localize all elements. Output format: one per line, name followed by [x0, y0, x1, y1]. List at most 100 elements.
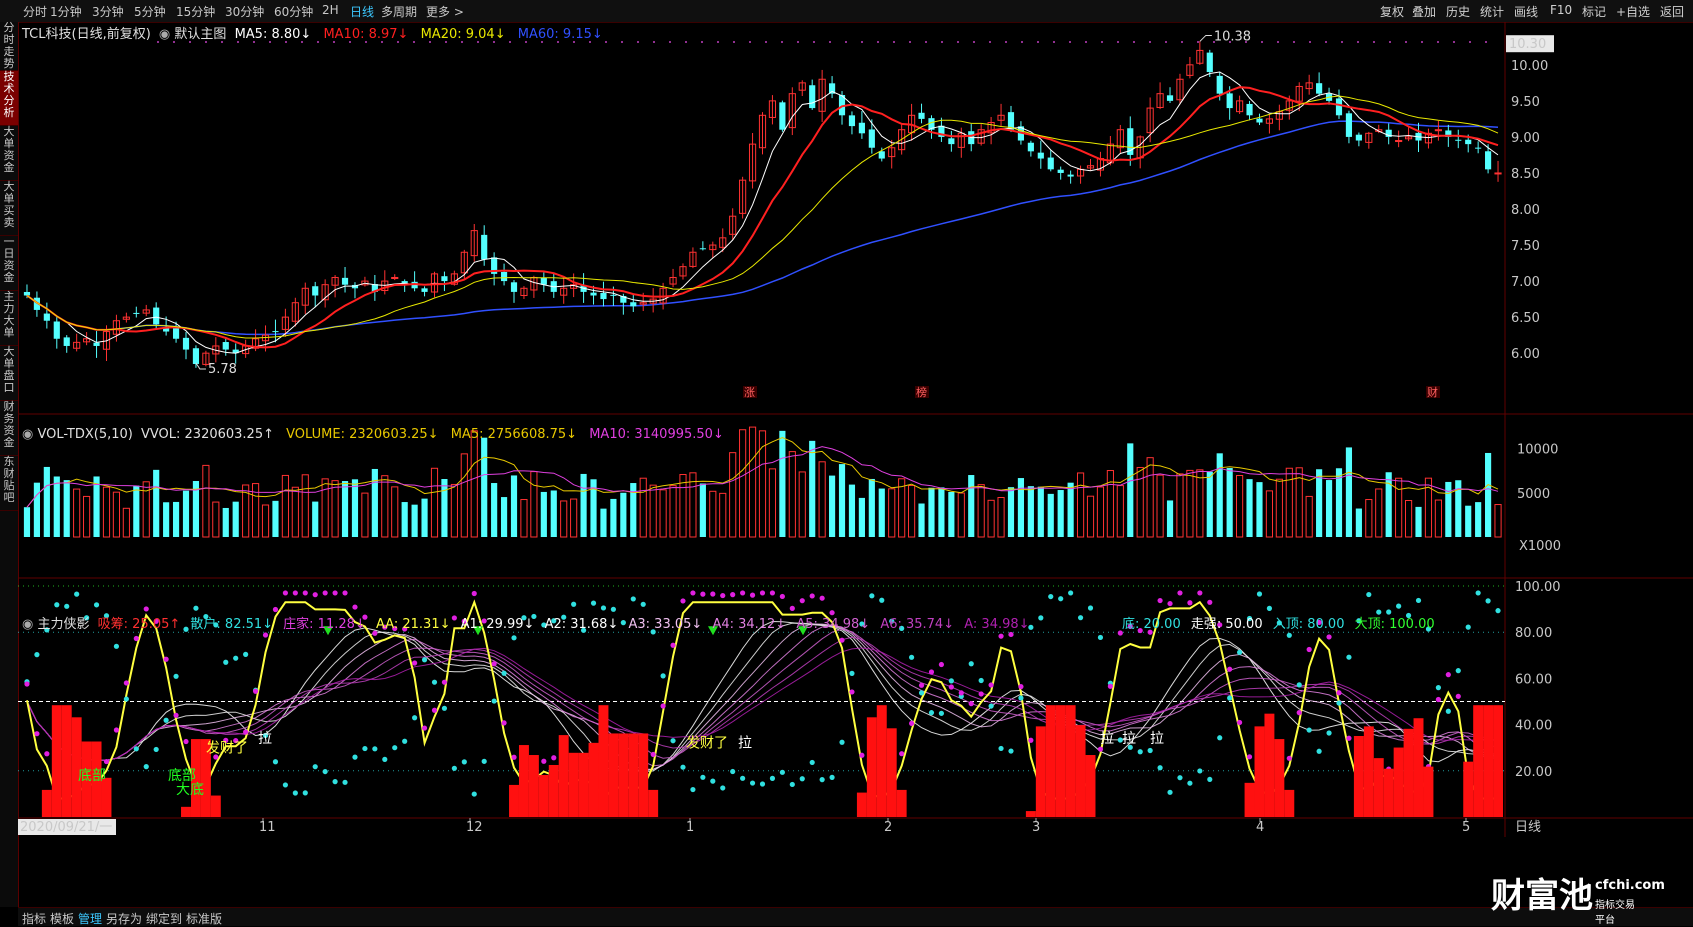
volume-bar [898, 478, 906, 538]
aa-value: AA: 21.31↓ [375, 617, 451, 632]
candle-body [291, 302, 299, 322]
bottom-save-as[interactable]: 另存为 [106, 912, 143, 926]
sanhu-dot [1376, 609, 1382, 615]
sidebar-item-technical[interactable]: 技术分析 [0, 71, 18, 126]
volume-bar [699, 483, 706, 537]
xichou-bar [568, 752, 579, 817]
period-2h[interactable]: 2H [322, 3, 339, 17]
sidebar-item-big-orderbook[interactable]: 大单盘口 [0, 346, 18, 401]
sanhu-dot [1266, 605, 1273, 611]
signal-dot [1229, 41, 1231, 43]
sidebar-item-big-fund[interactable]: 大单资金 [0, 126, 18, 181]
back-button[interactable]: 返回 [1660, 5, 1685, 19]
sanhu-dot [1286, 632, 1292, 638]
selector-icon[interactable]: ◉ [158, 27, 171, 42]
indicator-annotation: 拉 [1122, 731, 1136, 747]
period-3min[interactable]: 3分钟 [92, 5, 124, 19]
main-chart-selector[interactable]: 默认主图 [174, 27, 227, 42]
zhuangjia-value: 庄家: 11.28↓ [283, 617, 366, 632]
xichou-bar [558, 735, 569, 817]
ma60-line [26, 120, 1499, 336]
bottom-standard[interactable]: 标准版 [186, 912, 223, 926]
mark-button[interactable]: 标记 [1582, 5, 1607, 19]
signal-dot [685, 41, 687, 43]
draw-line-button[interactable]: 画线 [1514, 5, 1539, 19]
signal-dot [237, 41, 239, 43]
sidebar-item-main-big[interactable]: 主力大单 [0, 291, 18, 346]
volume-bar [371, 468, 378, 537]
indicator-levels: 底: 20.00 走强: 50.00 入顶: 80.00 大顶: 100.00 [1122, 613, 1435, 632]
signal-dot [1117, 41, 1119, 43]
zhuangjia-dot [740, 590, 746, 596]
signal-dot [557, 41, 559, 43]
signal-dot [1149, 41, 1151, 43]
period-5min[interactable]: 5分钟 [134, 5, 166, 19]
xichou-bar [1075, 725, 1086, 817]
zhuangjia-dot [322, 590, 328, 596]
zhuangjia-dot [1167, 600, 1173, 607]
bottom-manage[interactable]: 管理 [78, 912, 103, 926]
volume-bar [361, 492, 369, 538]
xichou-bar [1045, 705, 1056, 817]
sidebar-item-big-trade[interactable]: 大单买卖 [0, 181, 18, 236]
sidebar-item-forum[interactable]: 东财贴吧 [0, 456, 18, 511]
add-watchlist-button[interactable]: +自选 [1616, 5, 1651, 19]
sidebar-item-day-fund[interactable]: 一日资金 [0, 236, 18, 291]
ind-selector-icon[interactable]: ◉ [22, 617, 34, 632]
vol-selector-icon[interactable]: ◉ [22, 427, 34, 442]
stats-button[interactable]: 统计 [1480, 5, 1505, 19]
period-multi[interactable]: 多周期 [381, 5, 418, 19]
candle-body [779, 102, 786, 130]
period-1min[interactable]: 1分钟 [50, 5, 82, 19]
volume-bar [1116, 485, 1124, 538]
zhuangjia-dot [173, 712, 179, 718]
vol-indicator-name[interactable]: VOL-TDX(5,10) [37, 427, 133, 442]
signal-dot [493, 41, 495, 43]
band-line [26, 624, 1499, 767]
aa-line [26, 599, 1498, 801]
volume-bar [341, 481, 349, 537]
period-daily[interactable]: 日线 [350, 5, 375, 19]
sanhu-dot [1008, 748, 1014, 754]
bottom-indicator[interactable]: 指标 [22, 912, 47, 926]
candle-body [430, 273, 439, 293]
indicator-annotation: 底部 [168, 768, 196, 784]
period-30min[interactable]: 30分钟 [225, 5, 265, 19]
period-60min[interactable]: 60分钟 [274, 5, 314, 19]
xichou-bar [598, 705, 609, 817]
sanhu-dot [948, 678, 954, 684]
period-15min[interactable]: 15分钟 [176, 5, 216, 19]
candle-body [1445, 130, 1452, 137]
period-more[interactable]: 更多 > [426, 5, 464, 19]
candle-body [878, 151, 885, 159]
stock-title: TCL科技(日线,前复权) [22, 27, 151, 42]
bottom-bind-to[interactable]: 绑定到 [146, 912, 183, 926]
xichou-bar [1363, 726, 1374, 817]
period-intraday[interactable]: 分时 [23, 5, 48, 19]
sanhu-dot [1028, 624, 1034, 630]
sidebar-item-finance-fund[interactable]: 财务资金 [0, 401, 18, 456]
volume-bar [510, 475, 518, 537]
history-button[interactable]: 历史 [1446, 5, 1471, 19]
candle-body [192, 348, 200, 364]
ind-name[interactable]: 主力侠影 [37, 617, 90, 632]
f10-button[interactable]: F10 [1550, 3, 1573, 17]
sanhu-dot [908, 654, 915, 660]
ma5-value: MA5: 8.80↓ [234, 27, 312, 42]
sanhu-dot [123, 696, 129, 702]
zhuangjia-dot [1127, 623, 1133, 629]
bottom-template[interactable]: 模板 [50, 912, 75, 926]
xichou-bar [200, 739, 211, 817]
sidebar-item-timeshare[interactable]: 分时走势 [0, 22, 18, 71]
candle-body [818, 78, 826, 112]
xichou-bar [1025, 811, 1036, 817]
volume-bar [481, 437, 488, 537]
chart-canvas[interactable]: 10.00 9.50 9.00 8.50 8.00 7.50 7.00 6.50 6.00 10.… [18, 22, 1693, 907]
overlay-button[interactable]: 叠加 [1412, 5, 1437, 19]
start-date-label: 2020/09/21/一 [20, 820, 112, 835]
candle-body [1316, 83, 1323, 94]
fuquan-button[interactable]: 复权 [1380, 5, 1405, 19]
zhuangjia-dot [501, 720, 507, 726]
volume-bar [1057, 490, 1064, 537]
candle-body [1345, 113, 1353, 137]
